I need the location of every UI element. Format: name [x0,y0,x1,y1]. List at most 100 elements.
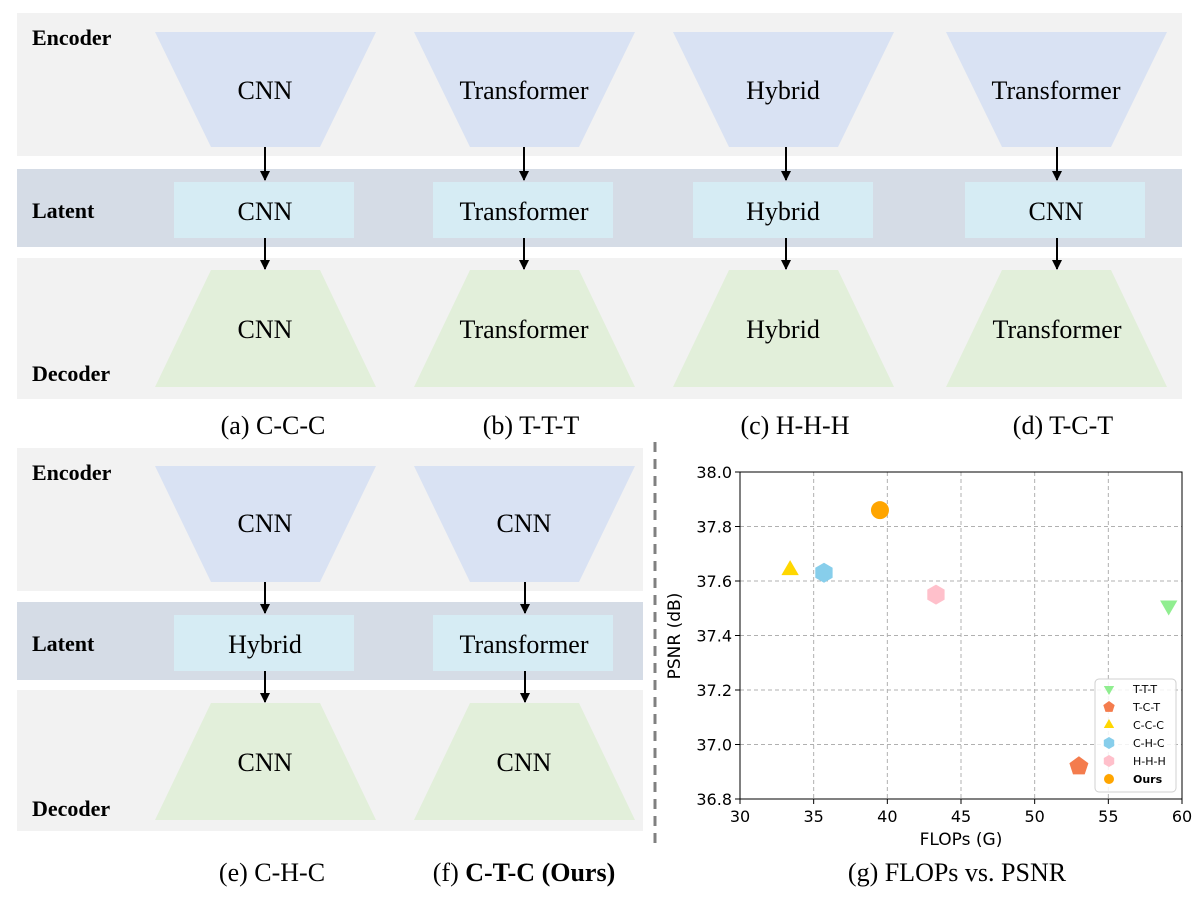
data-point-h-h-h [927,584,945,605]
decoder-label: Transformer [459,315,588,344]
data-point-t-c-t [1069,756,1089,775]
top-encoder-row-label: Encoder [32,25,112,50]
panel-b: Transformer Transformer Transformer (b) … [414,32,635,440]
scatter-chart: 30 35 40 45 50 55 60 36.8 37.0 37.2 37.4 37.6 37.8 38… [665,463,1192,887]
decoder-trapezoid [155,703,376,820]
caption-d: (d) T-C-T [1013,411,1114,440]
legend-label: C-C-C [1133,719,1164,732]
caption-f-prefix: (f) [433,858,465,887]
caption-f-bold: C-T-C (Ours) [465,858,615,887]
bottom-latent-row-label: Latent [32,631,95,656]
decoder-label: Transformer [992,315,1121,344]
legend: T-T-T T-C-T C-C-C C-H-C H-H-H Ours [1094,678,1177,793]
latent-label: Hybrid [228,630,302,659]
x-tick-label: 55 [1098,807,1118,826]
data-point-c-c-c [781,560,799,576]
legend-frame [1094,678,1177,793]
legend-marker-c-c-c [1103,719,1115,728]
decoder-label: CNN [497,748,552,777]
x-tick-label: 40 [877,807,897,826]
panel-a: CNN CNN CNN (a) C-C-C [155,32,376,440]
legend-label: C-H-C [1133,737,1165,750]
encoder-label: Transformer [459,76,588,105]
decoder-label: CNN [238,748,293,777]
caption-a: (a) C-C-C [221,411,326,440]
encoder-trapezoid [946,32,1167,147]
caption-b: (b) T-T-T [483,411,580,440]
encoder-trapezoid [155,466,376,582]
encoder-label: CNN [497,509,552,538]
encoder-label: CNN [238,509,293,538]
legend-marker-ours [1104,774,1114,784]
decoder-trapezoid [414,270,635,387]
latent-box [174,615,354,671]
data-point-t-t-t [1160,600,1178,616]
panel-c: Hybrid Hybrid Hybrid (c) H-H-H [673,32,894,440]
legend-marker-h-h-h [1103,755,1115,767]
latent-box [433,615,613,671]
latent-label: CNN [238,197,293,226]
x-tick-label: 60 [1172,807,1192,826]
x-axis-label: FLOPs (G) [920,830,1003,850]
panel-e: CNN Hybrid CNN (e) C-H-C [155,466,376,887]
top-architecture-block: Encoder Latent Decoder CNN CNN CNN (a) C… [17,13,1182,440]
decoder-trapezoid [673,270,894,387]
decoder-trapezoid [946,270,1167,387]
y-tick-label: 37.8 [696,518,732,537]
panel-d: Transformer CNN Transformer (d) T-C-T [946,32,1167,440]
caption-f: (f) C-T-C (Ours) [433,858,615,887]
plot-frame [739,471,1183,800]
encoder-trapezoid [155,32,376,147]
encoder-label: CNN [238,76,293,105]
y-axis-label: PSNR (dB) [665,593,685,680]
legend-label: Ours [1133,773,1163,786]
top-latent-row-label: Latent [32,198,95,223]
decoder-trapezoid [414,703,635,820]
encoder-label: Transformer [991,76,1120,105]
legend-marker-t-c-t [1103,701,1115,712]
y-tick-label: 37.6 [696,572,732,591]
latent-label: CNN [1029,197,1084,226]
legend-label: T-T-T [1132,683,1157,696]
decoder-trapezoid [155,270,376,387]
caption-c: (c) H-H-H [740,411,849,440]
y-tick-label: 36.8 [696,790,732,809]
bottom-encoder-row-label: Encoder [32,460,112,485]
x-tick-label: 35 [803,807,823,826]
data-point-ours [870,501,889,520]
y-tick-label: 38.0 [696,463,732,482]
y-tick-label: 37.0 [696,736,732,755]
bottom-architecture-block: Encoder Latent Decoder CNN Hybrid CNN (e… [17,448,643,887]
y-tick-label: 37.4 [696,627,732,646]
x-tick-label: 30 [730,807,750,826]
panel-f: CNN Transformer CNN (f) C-T-C (Ours) [414,466,635,887]
encoder-trapezoid [414,466,635,582]
x-tick-label: 45 [951,807,971,826]
latent-label: Transformer [459,197,588,226]
legend-label: H-H-H [1133,755,1166,768]
latent-box [693,182,873,238]
encoder-label: Hybrid [746,76,820,105]
latent-label: Hybrid [746,197,820,226]
data-points [781,501,1178,775]
encoder-trapezoid [673,32,894,147]
caption-g: (g) FLOPs vs. PSNR [848,858,1067,887]
encoder-trapezoid [414,32,635,147]
x-tick-label: 50 [1024,807,1044,826]
latent-box [433,182,613,238]
data-point-c-h-c [815,562,833,583]
latent-box [965,182,1145,238]
legend-marker-c-h-c [1103,737,1115,749]
y-tick-label: 37.2 [696,681,732,700]
decoder-label: CNN [238,315,293,344]
decoder-label: Hybrid [746,315,820,344]
caption-e: (e) C-H-C [219,858,325,887]
bottom-decoder-row-label: Decoder [32,796,110,821]
latent-box [174,182,354,238]
latent-label: Transformer [459,630,588,659]
legend-marker-t-t-t [1103,686,1115,695]
legend-label: T-C-T [1132,701,1160,714]
axis-ticks: 30 35 40 45 50 55 60 36.8 37.0 37.2 37.4 37.6 37.8 38… [696,463,1192,826]
top-decoder-row-label: Decoder [32,361,110,386]
